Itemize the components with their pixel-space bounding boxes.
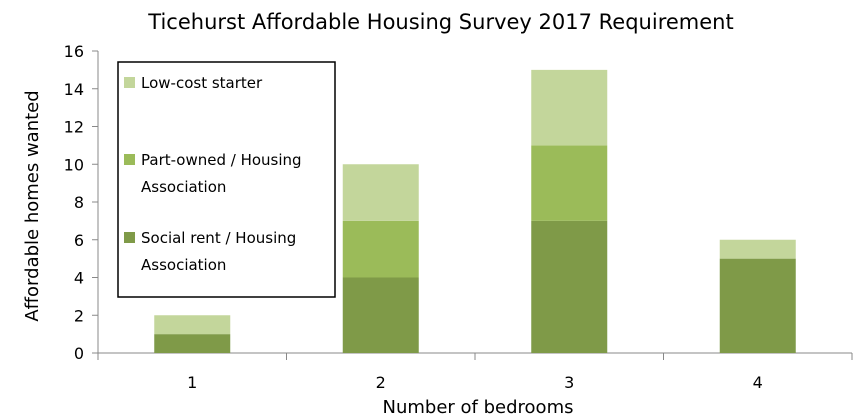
y-tick-label: 8: [74, 193, 84, 212]
bars: [154, 69, 796, 353]
x-tick-label: 1: [187, 373, 197, 392]
bar-segment: [531, 220, 608, 353]
x-tick-label: 4: [753, 373, 763, 392]
y-tick-label: 0: [74, 344, 84, 363]
chart-title: Ticehurst Affordable Housing Survey 2017…: [147, 10, 733, 34]
x-tick-label: 3: [564, 373, 574, 392]
y-tick-label: 14: [64, 80, 84, 99]
bar-segment: [342, 220, 419, 278]
x-tick-label: 2: [376, 373, 386, 392]
legend-swatch: [124, 154, 135, 165]
legend: Low-cost starter Part-owned / Housing Asso…: [117, 61, 336, 298]
y-tick-label: 10: [64, 155, 84, 174]
bar-segment: [154, 315, 231, 335]
y-tick-label: 2: [74, 306, 84, 325]
legend-label-continued: Association: [141, 178, 226, 196]
legend-label: Social rent / Housing: [141, 229, 296, 247]
y-tick-label: 12: [64, 118, 84, 137]
y-axis: 0 2 4 6 8 10 12 14 16: [64, 42, 99, 363]
bar-segment: [154, 334, 231, 353]
y-axis-title: Affordable homes wanted: [22, 90, 43, 321]
bar-segment: [531, 69, 608, 146]
bar-segment: [719, 258, 796, 353]
bar-segment: [342, 277, 419, 353]
legend-label: Part-owned / Housing: [141, 151, 302, 169]
y-tick-label: 16: [64, 42, 84, 61]
x-axis-title: Number of bedrooms: [383, 397, 574, 418]
x-axis: 1 2 3 4: [97, 352, 853, 392]
y-tick-label: 6: [74, 231, 84, 250]
legend-box: [117, 61, 336, 298]
legend-label-continued: Association: [141, 256, 226, 274]
y-tick-label: 4: [74, 269, 84, 288]
bar-segment: [531, 145, 608, 221]
legend-label: Low-cost starter: [141, 74, 263, 92]
legend-swatch: [124, 77, 135, 88]
bar-segment: [719, 239, 796, 259]
bar-segment: [342, 164, 419, 221]
legend-swatch: [124, 232, 135, 243]
